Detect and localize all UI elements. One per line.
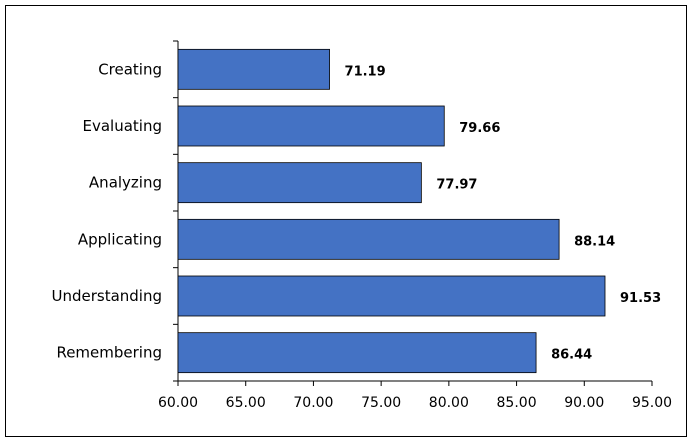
x-tick-label: 60.00 [158, 395, 198, 411]
x-tick-label: 95.00 [632, 395, 672, 411]
bar-analyzing [177, 162, 422, 204]
data-label: 77.97 [436, 178, 477, 193]
x-tick-label: 80.00 [429, 395, 469, 411]
data-label: 79.66 [459, 121, 500, 136]
x-tick-label: 75.00 [361, 395, 401, 411]
bar-evaluating [177, 105, 445, 147]
category-label: Analyzing [89, 174, 162, 192]
data-label: 86.44 [551, 348, 592, 363]
category-label: Applicating [78, 230, 162, 248]
category-label: Understanding [51, 287, 162, 305]
x-tick-label: 70.00 [293, 395, 333, 411]
category-label: Remembering [56, 344, 162, 362]
x-tick-label: 85.00 [497, 395, 537, 411]
data-label: 88.14 [574, 234, 615, 249]
bar-remembering [177, 332, 537, 374]
x-tick-label: 65.00 [226, 395, 266, 411]
bar-understanding [177, 275, 606, 317]
x-tick-label: 90.00 [564, 395, 604, 411]
category-label: Evaluating [83, 117, 163, 135]
bar-creating [177, 48, 330, 90]
category-label: Creating [98, 60, 162, 78]
data-label: 71.19 [345, 64, 386, 79]
data-label: 91.53 [620, 291, 661, 306]
bar-applicating [177, 218, 560, 260]
plot-area: 60.00 65.00 70.00 75.00 80.00 85.00 90.00 95.00… [51, 40, 672, 411]
